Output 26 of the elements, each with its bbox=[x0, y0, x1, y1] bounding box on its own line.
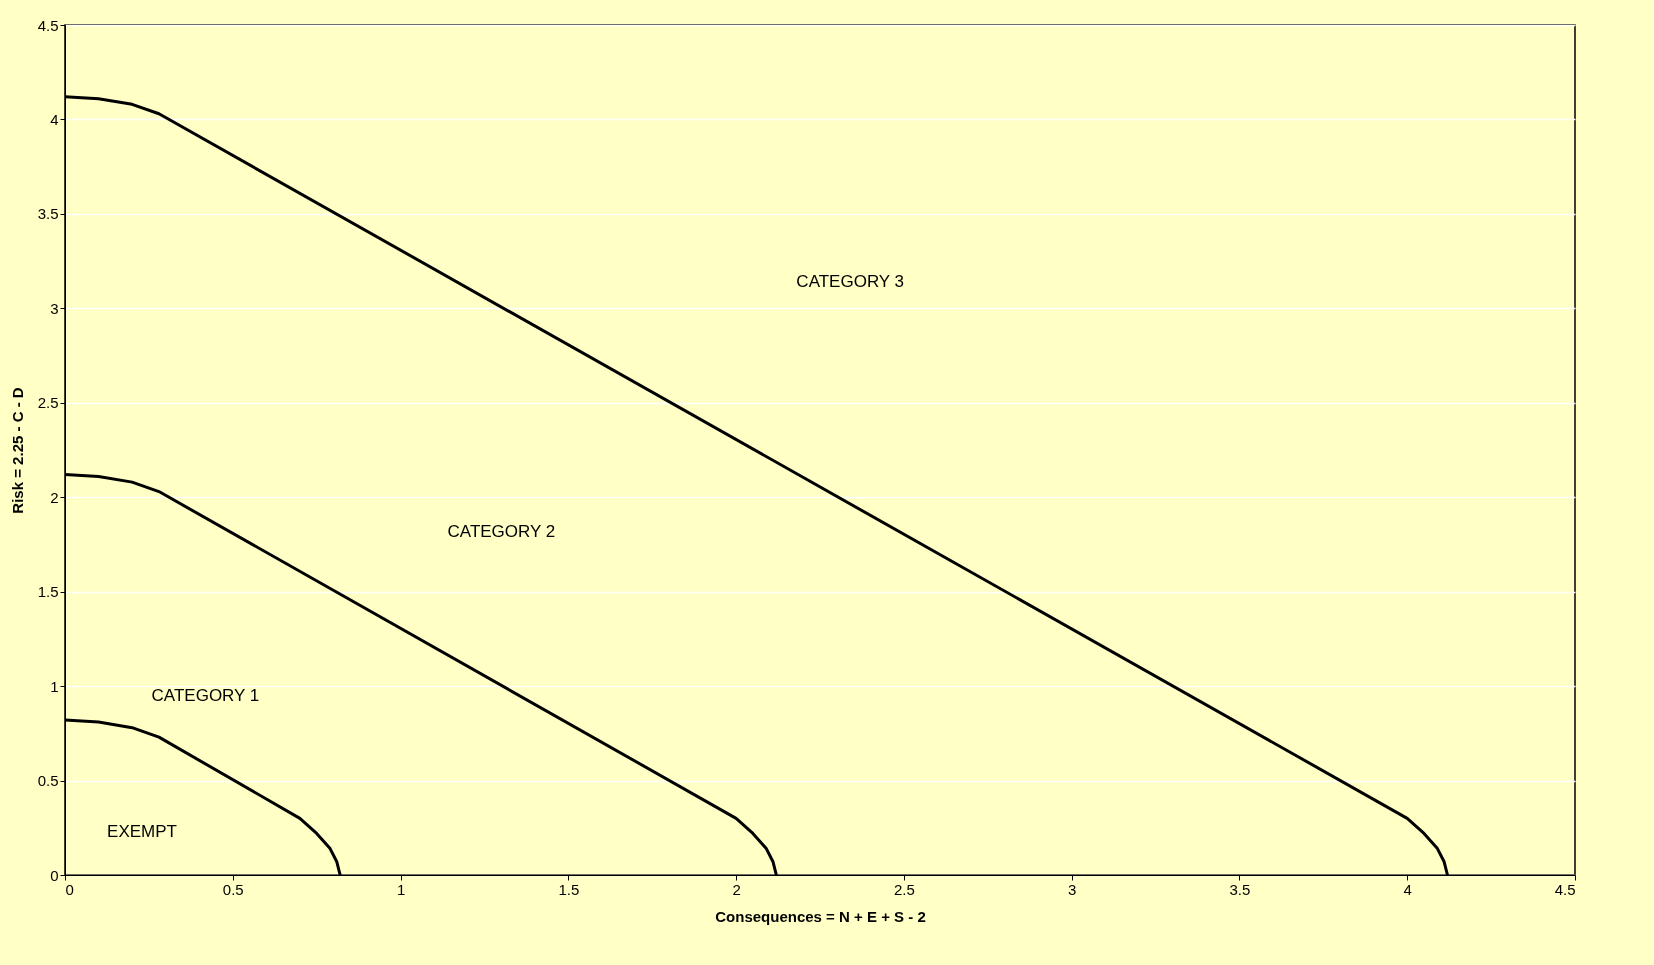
y-tick-label: 1 bbox=[50, 677, 59, 695]
y-tick-label: 0.5 bbox=[37, 772, 59, 790]
annotation: CATEGORY 3 bbox=[796, 271, 905, 291]
annotation: EXEMPT bbox=[107, 821, 177, 841]
y-tick-label: 4 bbox=[50, 110, 59, 128]
y-tick-label: 0 bbox=[50, 866, 59, 884]
x-tick-label: 0 bbox=[65, 880, 74, 898]
x-tick-label: 1.5 bbox=[558, 880, 580, 898]
x-tick-label: 2 bbox=[732, 880, 741, 898]
x-tick-label: 4 bbox=[1403, 880, 1412, 898]
x-tick-label: 1 bbox=[396, 880, 406, 898]
x-tick-label: 3 bbox=[1067, 880, 1077, 898]
x-tick-label: 2.5 bbox=[893, 880, 915, 898]
y-axis-title: Risk = 2.25 - C - D bbox=[8, 387, 26, 514]
annotation: CATEGORY 2 bbox=[447, 521, 556, 541]
x-axis-title: Consequences = N + E + S - 2 bbox=[715, 907, 926, 925]
annotation: CATEGORY 1 bbox=[151, 685, 260, 705]
y-tick-label: 2.5 bbox=[37, 394, 59, 412]
x-tick-label: 3.5 bbox=[1229, 880, 1251, 898]
y-tick-label: 4.5 bbox=[37, 16, 59, 34]
x-tick-label: 4.5 bbox=[1554, 880, 1576, 898]
y-tick-label: 3.5 bbox=[37, 205, 59, 223]
y-tick-label: 1.5 bbox=[37, 583, 59, 601]
x-tick-label: 0.5 bbox=[222, 880, 244, 898]
y-tick-label: 2 bbox=[50, 488, 59, 506]
y-tick-label: 3 bbox=[50, 299, 59, 317]
